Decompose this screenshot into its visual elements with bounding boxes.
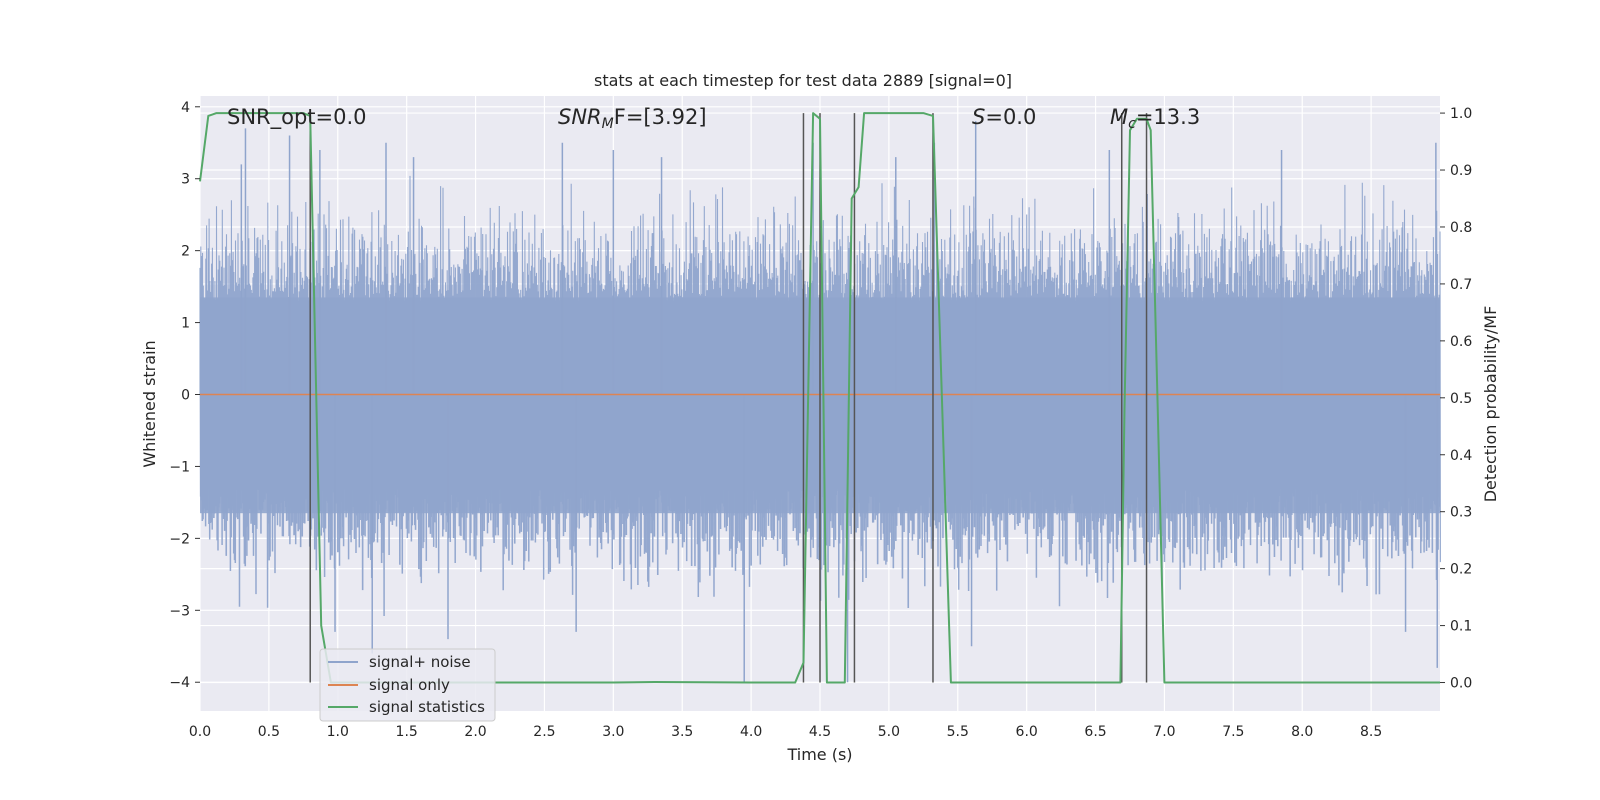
y-tick-label-left: −1	[169, 459, 190, 475]
y-tick-label-left: 0	[181, 388, 190, 404]
chart-title: stats at each timestep for test data 288…	[594, 71, 1012, 90]
x-tick-label: 7.0	[1153, 724, 1175, 740]
legend-entry-noise: signal+ noise	[369, 653, 471, 671]
annotation-mc: Mc=13.3	[1110, 105, 1200, 132]
y-tick-label-left: 1	[181, 316, 190, 332]
x-tick-label: 2.5	[533, 724, 555, 740]
x-tick-label: 1.0	[327, 724, 349, 740]
x-tick-label: 4.5	[809, 724, 831, 740]
x-tick-label: 3.0	[602, 724, 624, 740]
annotation-s-value: =0.0	[985, 105, 1036, 129]
y-axis-label-left: Whitened strain	[140, 340, 159, 467]
annotation-snr-mf-value: F=[3.92]	[614, 105, 707, 129]
x-tick-label: 7.5	[1222, 724, 1244, 740]
x-tick-label: 1.5	[396, 724, 418, 740]
annotation-mc-value: =13.3	[1136, 105, 1200, 129]
y-tick-label-right: 0.2	[1450, 562, 1472, 578]
y-tick-label-right: 1.0	[1450, 106, 1472, 122]
x-tick-label: 8.0	[1291, 724, 1313, 740]
x-tick-label: 6.5	[1084, 724, 1106, 740]
legend-entry-statistics: signal statistics	[369, 698, 485, 716]
y-axis-label-right: Detection probability/MF	[1481, 306, 1500, 503]
annotation-s-symbol: S	[972, 105, 985, 129]
y-tick-label-right: 0.3	[1450, 505, 1472, 521]
legend-box	[319, 648, 496, 722]
x-tick-label: 0.0	[189, 724, 211, 740]
y-tick-label-right: 0.0	[1450, 676, 1472, 692]
x-tick-label: 3.5	[671, 724, 693, 740]
x-tick-label: 0.5	[258, 724, 280, 740]
y-tick-label-right: 0.8	[1450, 220, 1472, 236]
legend: signal+ noise signal only signal statist…	[319, 648, 496, 722]
x-axis-label: Time (s)	[786, 745, 852, 764]
x-tick-label: 5.0	[878, 724, 900, 740]
y-tick-label-left: 4	[181, 100, 190, 116]
annotation-snr-mf-subscript: M	[602, 116, 614, 132]
y-tick-label-right: 0.4	[1450, 448, 1472, 464]
y-tick-label-right: 0.6	[1450, 334, 1472, 350]
annotation-mc-symbol: M	[1110, 105, 1128, 129]
y-tick-label-right: 0.1	[1450, 619, 1472, 635]
x-tick-label: 4.0	[740, 724, 762, 740]
x-tick-label: 8.5	[1360, 724, 1382, 740]
y-tick-label-right: 0.5	[1450, 391, 1472, 407]
y-tick-label-right: 0.7	[1450, 277, 1472, 293]
annotation-snr-opt: SNR_opt=0.0	[227, 105, 367, 130]
legend-entry-signal-only: signal only	[369, 676, 450, 694]
y-tick-label-left: 3	[181, 172, 190, 188]
x-tick-label: 2.0	[464, 724, 486, 740]
x-tick-label: 5.5	[947, 724, 969, 740]
y-tick-label-left: −2	[169, 531, 190, 547]
y-tick-label-left: −4	[169, 675, 190, 691]
y-tick-label-left: 2	[181, 244, 190, 260]
annotation-s: S=0.0	[972, 105, 1036, 129]
ticks: 0.0 0.5 1.0 1.5 2.0 2.5 3.0 3.5 4.0 4.5 5.0 5.5 6.0 6…	[169, 100, 1472, 740]
detection-vlines	[309, 113, 1148, 683]
annotation-mc-subscript: c	[1128, 116, 1136, 132]
x-tick-label: 6.0	[1016, 724, 1038, 740]
annotation-snr-mf-symbol: SNR	[558, 105, 602, 129]
annotation-snr-mf: SNRMF=[3.92]	[558, 105, 707, 132]
y-tick-label-right: 0.9	[1450, 163, 1472, 179]
y-tick-label-left: −3	[169, 603, 190, 619]
